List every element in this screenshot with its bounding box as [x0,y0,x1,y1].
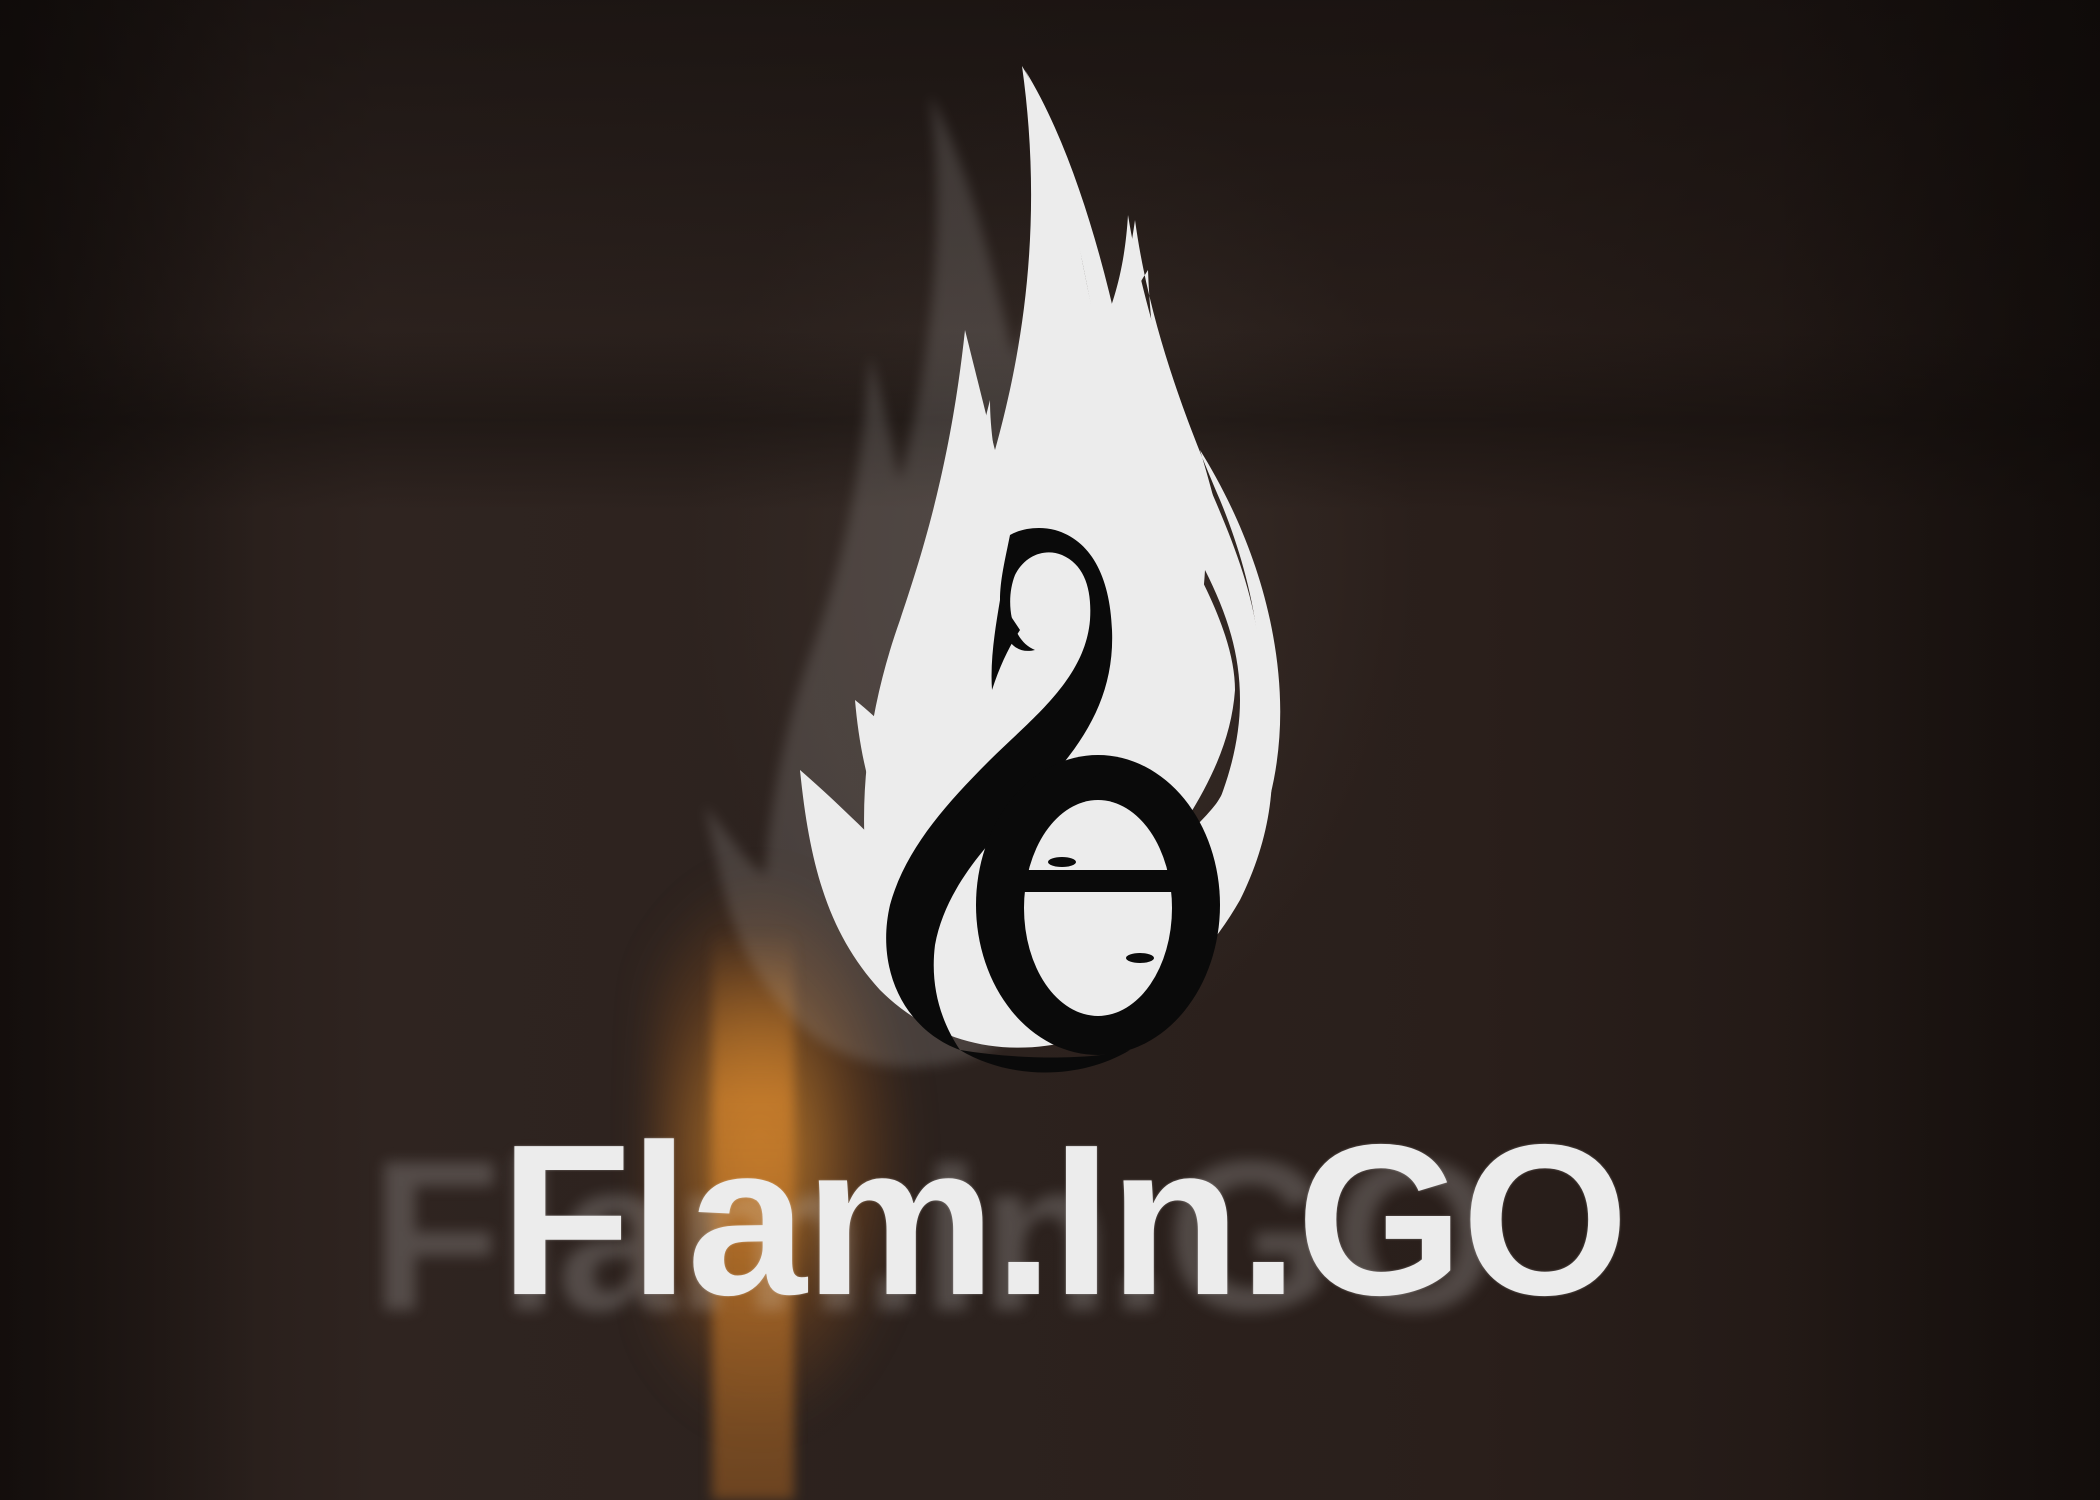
background-shadow-right [1770,0,2100,1500]
brand-wordmark-reflection: Flam.In.GO [370,1115,1499,1356]
brand-wordmark: Flam.In.GO [500,1099,1629,1340]
flamingo-neck-shape [886,527,1113,1050]
background-shadow-left [0,0,260,1500]
amber-light-column [712,930,794,1500]
